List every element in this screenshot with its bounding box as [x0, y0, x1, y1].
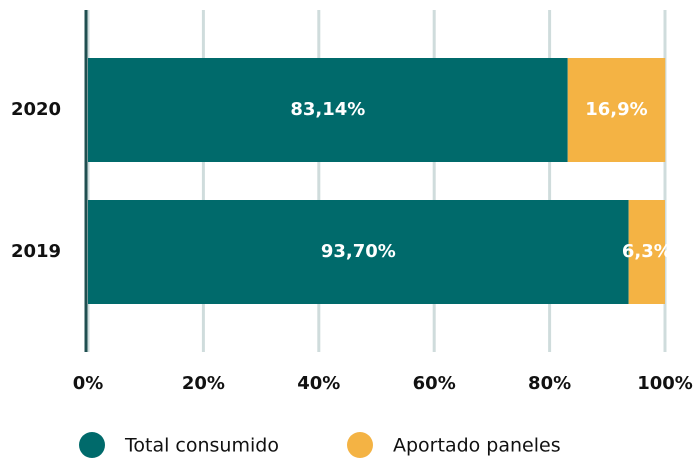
value-label: 93,70% — [321, 241, 396, 262]
legend-swatch — [79, 432, 105, 458]
legend-label: Aportado paneles — [393, 435, 561, 457]
x-tick-label: 80% — [528, 373, 571, 394]
y-tick-label: 2019 — [11, 241, 61, 262]
x-tick-label: 40% — [297, 373, 340, 394]
value-label: 16,9% — [585, 99, 647, 120]
y-tick-label: 2020 — [11, 99, 61, 120]
legend-label: Total consumido — [124, 435, 279, 457]
x-tick-label: 60% — [413, 373, 456, 394]
bar-segment — [88, 200, 629, 304]
x-tick-label: 20% — [182, 373, 225, 394]
bar-segment — [567, 58, 666, 162]
value-label: 6,3% — [622, 241, 672, 262]
bar-segment — [628, 200, 665, 304]
bar-segment — [88, 58, 568, 162]
legend-swatch — [347, 432, 373, 458]
x-tick-label: 0% — [73, 373, 104, 394]
value-label: 83,14% — [290, 99, 365, 120]
x-tick-label: 100% — [637, 373, 693, 394]
